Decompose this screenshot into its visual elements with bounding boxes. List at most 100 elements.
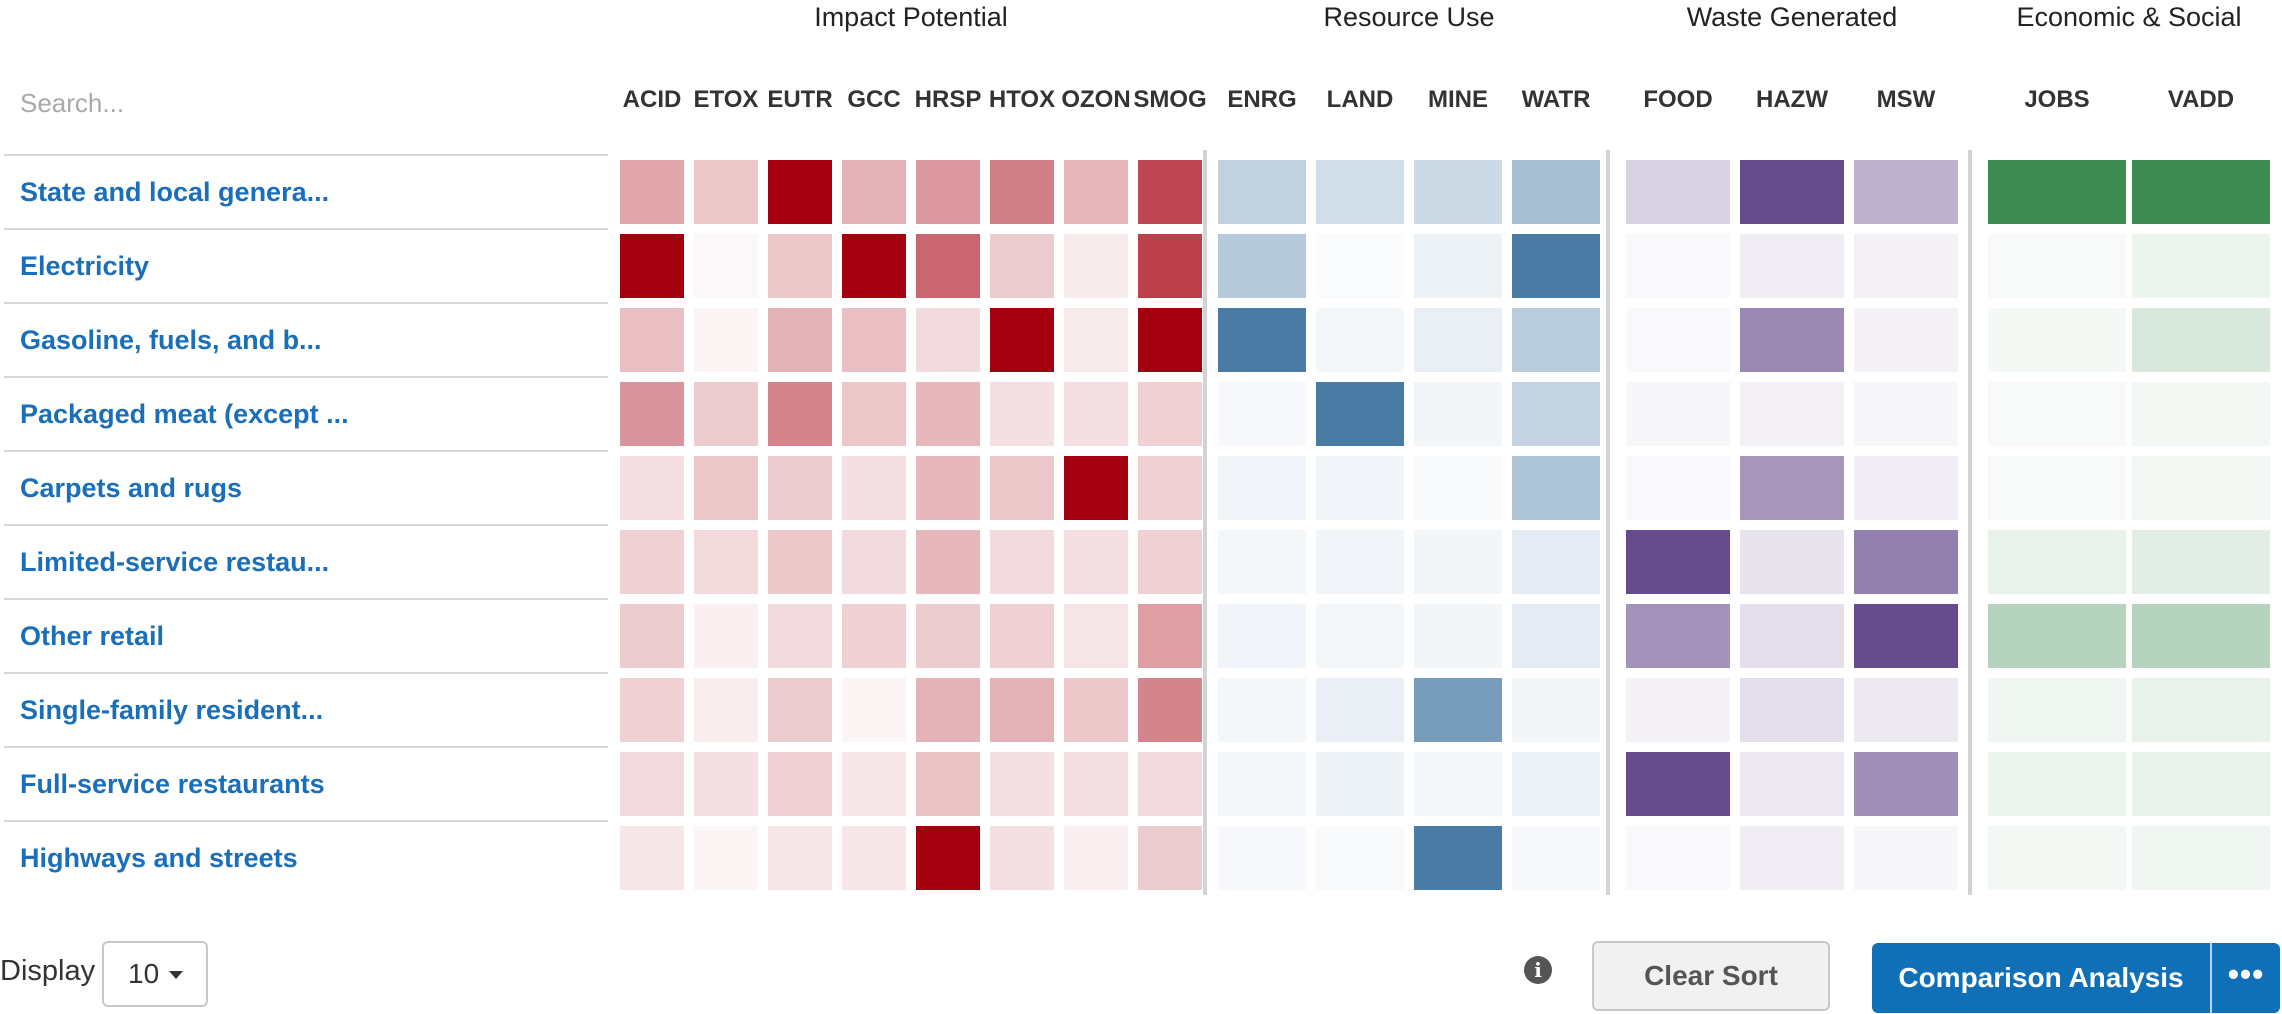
heatmap-cell-etox[interactable] [694, 456, 758, 520]
heatmap-cell-gcc[interactable] [842, 456, 906, 520]
display-count-select[interactable]: 10 [102, 941, 208, 1007]
heatmap-cell-watr[interactable] [1512, 160, 1600, 224]
heatmap-cell-gcc[interactable] [842, 160, 906, 224]
heatmap-cell-acid[interactable] [620, 826, 684, 890]
heatmap-cell-ozon[interactable] [1064, 160, 1128, 224]
heatmap-cell-etox[interactable] [694, 160, 758, 224]
heatmap-cell-acid[interactable] [620, 678, 684, 742]
heatmap-cell-eutr[interactable] [768, 678, 832, 742]
heatmap-cell-land[interactable] [1316, 456, 1404, 520]
heatmap-cell-hazw[interactable] [1740, 678, 1844, 742]
heatmap-cell-htox[interactable] [990, 826, 1054, 890]
heatmap-cell-acid[interactable] [620, 604, 684, 668]
heatmap-cell-jobs[interactable] [1988, 752, 2126, 816]
heatmap-cell-ozon[interactable] [1064, 678, 1128, 742]
comparison-analysis-button[interactable]: Comparison Analysis ••• [1872, 943, 2280, 1013]
heatmap-cell-food[interactable] [1626, 752, 1730, 816]
heatmap-cell-mine[interactable] [1414, 456, 1502, 520]
heatmap-cell-gcc[interactable] [842, 826, 906, 890]
heatmap-cell-hazw[interactable] [1740, 752, 1844, 816]
heatmap-cell-hrsp[interactable] [916, 456, 980, 520]
heatmap-cell-msw[interactable] [1854, 160, 1958, 224]
heatmap-cell-smog[interactable] [1138, 456, 1202, 520]
more-options-icon[interactable]: ••• [2227, 956, 2265, 992]
heatmap-cell-smog[interactable] [1138, 308, 1202, 372]
heatmap-cell-hrsp[interactable] [916, 604, 980, 668]
heatmap-cell-ozon[interactable] [1064, 604, 1128, 668]
heatmap-cell-food[interactable] [1626, 160, 1730, 224]
heatmap-cell-eutr[interactable] [768, 530, 832, 594]
heatmap-cell-msw[interactable] [1854, 456, 1958, 520]
heatmap-cell-etox[interactable] [694, 234, 758, 298]
column-header-mine[interactable]: MINE [1428, 86, 1488, 113]
heatmap-cell-smog[interactable] [1138, 678, 1202, 742]
heatmap-cell-enrg[interactable] [1218, 752, 1306, 816]
clear-sort-button[interactable]: Clear Sort [1592, 941, 1830, 1011]
heatmap-cell-ozon[interactable] [1064, 382, 1128, 446]
heatmap-cell-ozon[interactable] [1064, 234, 1128, 298]
heatmap-cell-vadd[interactable] [2132, 604, 2270, 668]
column-header-msw[interactable]: MSW [1876, 86, 1936, 113]
heatmap-cell-gcc[interactable] [842, 678, 906, 742]
heatmap-cell-mine[interactable] [1414, 308, 1502, 372]
heatmap-cell-jobs[interactable] [1988, 604, 2126, 668]
heatmap-cell-enrg[interactable] [1218, 678, 1306, 742]
column-header-eutr[interactable]: EUTR [767, 86, 833, 113]
heatmap-cell-watr[interactable] [1512, 308, 1600, 372]
heatmap-cell-food[interactable] [1626, 530, 1730, 594]
heatmap-cell-food[interactable] [1626, 382, 1730, 446]
heatmap-cell-hazw[interactable] [1740, 530, 1844, 594]
heatmap-cell-etox[interactable] [694, 826, 758, 890]
heatmap-cell-land[interactable] [1316, 678, 1404, 742]
heatmap-cell-food[interactable] [1626, 308, 1730, 372]
heatmap-cell-mine[interactable] [1414, 826, 1502, 890]
heatmap-cell-eutr[interactable] [768, 160, 832, 224]
heatmap-cell-etox[interactable] [694, 604, 758, 668]
heatmap-cell-land[interactable] [1316, 752, 1404, 816]
heatmap-cell-acid[interactable] [620, 530, 684, 594]
heatmap-cell-hrsp[interactable] [916, 752, 980, 816]
heatmap-cell-gcc[interactable] [842, 752, 906, 816]
heatmap-cell-ozon[interactable] [1064, 456, 1128, 520]
heatmap-cell-acid[interactable] [620, 234, 684, 298]
heatmap-cell-hrsp[interactable] [916, 382, 980, 446]
heatmap-cell-jobs[interactable] [1988, 234, 2126, 298]
heatmap-cell-mine[interactable] [1414, 160, 1502, 224]
heatmap-cell-food[interactable] [1626, 826, 1730, 890]
column-header-hrsp[interactable]: HRSP [914, 86, 982, 113]
heatmap-cell-mine[interactable] [1414, 604, 1502, 668]
heatmap-cell-vadd[interactable] [2132, 678, 2270, 742]
column-header-etox[interactable]: ETOX [693, 86, 759, 113]
heatmap-cell-ozon[interactable] [1064, 308, 1128, 372]
heatmap-cell-smog[interactable] [1138, 234, 1202, 298]
heatmap-cell-hrsp[interactable] [916, 234, 980, 298]
heatmap-cell-etox[interactable] [694, 678, 758, 742]
heatmap-cell-jobs[interactable] [1988, 160, 2126, 224]
heatmap-cell-msw[interactable] [1854, 530, 1958, 594]
heatmap-cell-food[interactable] [1626, 234, 1730, 298]
row-label[interactable]: State and local genera... [20, 177, 330, 207]
row-label[interactable]: Carpets and rugs [20, 473, 243, 503]
heatmap-cell-acid[interactable] [620, 160, 684, 224]
heatmap-cell-msw[interactable] [1854, 604, 1958, 668]
heatmap-cell-acid[interactable] [620, 752, 684, 816]
heatmap-cell-vadd[interactable] [2132, 382, 2270, 446]
heatmap-cell-watr[interactable] [1512, 382, 1600, 446]
heatmap-cell-etox[interactable] [694, 752, 758, 816]
heatmap-cell-htox[interactable] [990, 752, 1054, 816]
heatmap-cell-htox[interactable] [990, 530, 1054, 594]
heatmap-cell-etox[interactable] [694, 308, 758, 372]
row-label[interactable]: Other retail [20, 621, 165, 651]
heatmap-cell-vadd[interactable] [2132, 530, 2270, 594]
heatmap-cell-msw[interactable] [1854, 234, 1958, 298]
row-label[interactable]: Gasoline, fuels, and b... [20, 325, 322, 355]
heatmap-cell-vadd[interactable] [2132, 826, 2270, 890]
heatmap-cell-msw[interactable] [1854, 308, 1958, 372]
heatmap-cell-hrsp[interactable] [916, 678, 980, 742]
heatmap-cell-etox[interactable] [694, 382, 758, 446]
heatmap-cell-gcc[interactable] [842, 604, 906, 668]
heatmap-cell-enrg[interactable] [1218, 160, 1306, 224]
heatmap-cell-hrsp[interactable] [916, 160, 980, 224]
column-header-vadd[interactable]: VADD [2167, 86, 2235, 113]
heatmap-cell-vadd[interactable] [2132, 752, 2270, 816]
